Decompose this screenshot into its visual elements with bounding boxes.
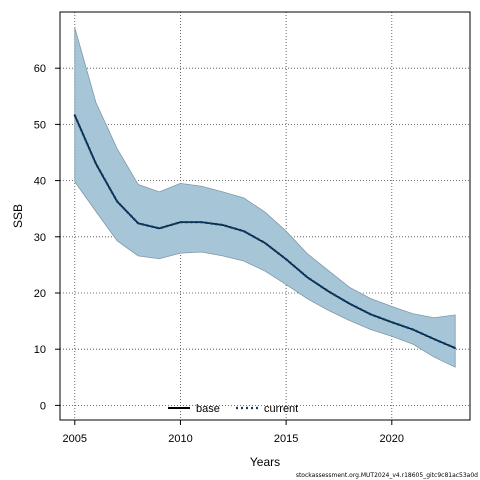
footer-credit: stockassessment.org.MUT2024_v4.r18605_gi… [295, 472, 478, 479]
confidence-band [74, 27, 456, 368]
legend: base current [168, 403, 298, 415]
x-tick-label: 2010 [168, 433, 192, 445]
plot-frame [59, 11, 471, 421]
y-tick-label: 50 [34, 119, 46, 131]
y-tick-label: 20 [34, 288, 46, 300]
y-tick-label: 0 [40, 400, 46, 412]
x-axis-title: Years [250, 455, 280, 469]
y-tick-label: 10 [34, 344, 46, 356]
y-axis-title: SSB [11, 204, 25, 228]
x-tick-label: 2005 [63, 433, 87, 445]
y-axis: 0 10 20 30 40 50 60 [34, 63, 60, 412]
legend-label-base: base [196, 403, 220, 415]
x-tick-label: 2015 [274, 433, 298, 445]
x-tick-label: 2020 [380, 433, 404, 445]
series-lines [73, 114, 457, 350]
y-tick-label: 30 [34, 232, 46, 244]
legend-label-current: current [264, 403, 298, 415]
y-tick-label: 40 [34, 176, 46, 188]
x-axis: 2005 2010 2015 2020 [63, 420, 404, 445]
series-line-current [73, 114, 457, 350]
y-tick-label: 60 [34, 63, 46, 75]
